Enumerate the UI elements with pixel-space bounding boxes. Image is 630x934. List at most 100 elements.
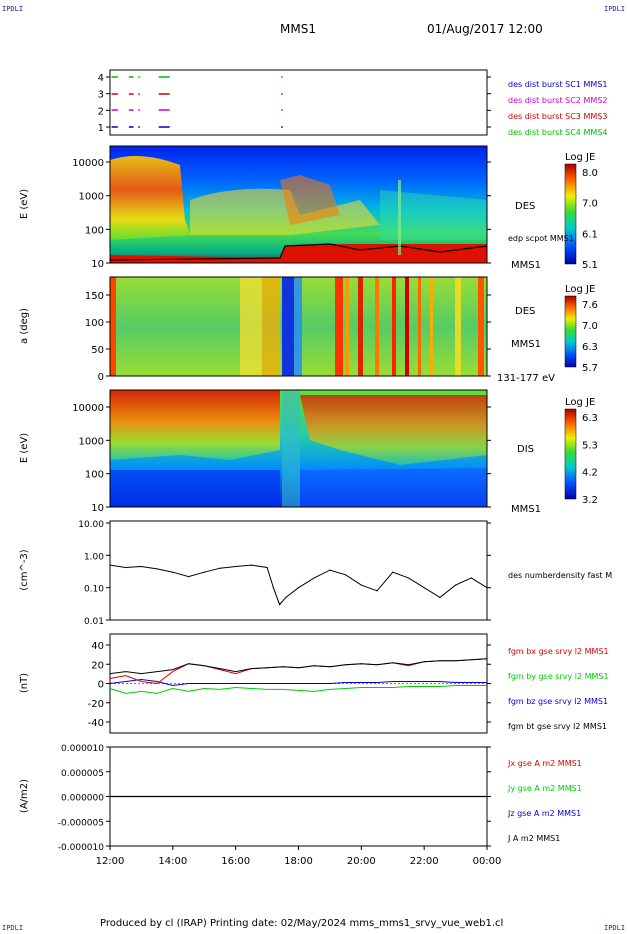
pa-y-tick-label: 50: [91, 345, 104, 356]
burst-legend-entry: des dist burst SC1 MMS1: [508, 80, 607, 89]
density-point: [297, 587, 300, 589]
cur-y-tick-label: 0.000000: [61, 794, 104, 804]
fgm-legend-entry: fgm by gse srvy l2 MMS1: [508, 672, 609, 681]
burst-y-tick-label: 1: [98, 123, 104, 134]
y-axis-label: E (eV): [19, 433, 30, 463]
time-tick-label: 00:00: [473, 856, 502, 867]
density-point: [156, 568, 158, 570]
panel-side-label: edp scpot MMS1: [508, 234, 574, 243]
dis-energy-frame: [109, 389, 488, 508]
fgm-series-line: [109, 685, 487, 694]
density-point: [266, 566, 268, 569]
colorbar-title: Log JE: [565, 284, 595, 295]
colorbar-tick-label: 7.0: [582, 321, 598, 332]
fgm-legend-entry: fgm bt gse srvy l2 MMS1: [508, 722, 607, 731]
y-axis-label: (cm^-3): [19, 549, 30, 590]
y-axis-label: E (eV): [19, 189, 30, 219]
burst-y-tick-label: 2: [98, 106, 104, 117]
fgm-y-tick-label: 40: [91, 641, 104, 652]
time-tick-label: 20:00: [347, 856, 376, 867]
des-pitch-frame: [109, 276, 488, 377]
corner-label-bottom-left: IPDLI: [2, 924, 24, 932]
dis-e-y-tick-label: 1000: [79, 436, 104, 447]
date-time: 01/Aug/2017 12:00: [427, 22, 543, 36]
panel-side-label: MMS1: [511, 260, 541, 271]
des-e-y-tick-label: 10: [91, 259, 104, 270]
density-point: [187, 575, 190, 578]
y-axis-label: (A/m2): [19, 779, 30, 813]
density-point: [219, 567, 221, 569]
time-tick-label: 14:00: [158, 856, 187, 867]
colorbar-tick-label: 5.1: [582, 260, 598, 271]
burst-y-tick-label: 4: [98, 73, 104, 84]
density-point: [376, 590, 378, 592]
panel-side-label: 131-177 eV: [497, 373, 555, 384]
footer-text: Produced by cl (IRAP) Printing date: 02/…: [100, 918, 504, 929]
corner-label-top-left: IPDLI: [2, 5, 24, 13]
fgm-series-line: [109, 658, 488, 675]
cur-y-tick-label: -0.000010: [58, 843, 104, 853]
magnetic-field-panel: 40 20 0 -20 -40 fgm bx gse srvy l2 MMS1 fgm b…: [88, 633, 609, 734]
des-energy-spectrogram: [110, 146, 487, 263]
density-point: [454, 584, 457, 586]
fgm-y-tick-label: -20: [88, 699, 104, 710]
burst-y-tick-label: 3: [98, 90, 104, 101]
colorbar: [564, 163, 577, 265]
panel-side-label: DIS: [517, 444, 534, 455]
current-legend-entry: Jx gse A m2 MMS1: [507, 759, 582, 768]
colorbar-tick-label: 7.6: [582, 300, 598, 311]
cur-y-tick-label: -0.000005: [58, 818, 104, 828]
density-series-line: [109, 564, 488, 606]
colorbar-tick-label: 6.3: [582, 413, 598, 424]
colorbar-title: Log JE: [565, 152, 595, 163]
colorbar-tick-label: 7.0: [582, 199, 598, 210]
des-energy-panel: 10000 1000 100 10: [72, 145, 491, 270]
dis-energy-panel: 10000 1000 100 10: [72, 389, 491, 514]
spacecraft-title: MMS1: [280, 22, 316, 36]
dis-energy-spectrogram: [110, 390, 487, 507]
panel-side-label: DES: [515, 306, 535, 317]
fgm-y-tick-label: 0: [98, 680, 104, 691]
pa-y-tick-label: 100: [85, 318, 104, 329]
fgm-legend-entry: fgm bz gse srvy l2 MMS1: [508, 697, 608, 706]
time-tick-label: 16:00: [221, 856, 250, 867]
time-tick-label: 22:00: [410, 856, 439, 867]
panel-side-label: DES: [515, 201, 535, 212]
colorbar-tick-label: 5.3: [582, 440, 598, 451]
burst-legend-entry: des dist burst SC2 MMS2: [508, 96, 607, 105]
fgm-y-tick-label: -40: [88, 718, 104, 729]
density-point: [470, 577, 472, 579]
density-point: [203, 571, 205, 573]
fgm-y-tick-label: 20: [91, 660, 104, 671]
density-panel: 10.00 1.00 0.10 0.01 des numberdensity fast…: [78, 520, 612, 627]
density-point: [279, 603, 281, 606]
current-density-panel: 0.000010 0.000005 0.000000 -0.000005 -0.0000…: [58, 744, 582, 853]
density-point: [345, 574, 347, 576]
des-e-y-tick-label: 10000: [72, 158, 104, 169]
des-e-y-tick-label: 1000: [79, 192, 104, 203]
dens-y-tick-label: 0.10: [84, 585, 104, 595]
y-axis-label: (nT): [19, 673, 30, 693]
colorbar-tick-label: 6.3: [582, 342, 598, 353]
des-e-y-tick-label: 100: [85, 225, 104, 236]
des-pitch-spectrogram: [110, 277, 487, 376]
density-point: [235, 565, 237, 568]
cur-y-tick-label: 0.000010: [61, 744, 104, 754]
density-point: [172, 571, 174, 573]
colorbar-tick-label: 6.1: [582, 229, 598, 240]
density-point: [109, 564, 111, 566]
fgm-series-line: [109, 658, 488, 685]
colorbar-title: Log JE: [565, 397, 595, 408]
burst-legend-entry: des dist burst SC4 MMS4: [508, 128, 607, 137]
dis-e-y-tick-label: 10: [91, 503, 104, 514]
dens-y-tick-label: 1.00: [84, 552, 104, 562]
current-legend-entry: J A m2 MMS1: [507, 834, 560, 843]
density-point: [125, 566, 127, 569]
density-point: [140, 565, 143, 568]
time-tick-label: 18:00: [284, 856, 313, 867]
dens-y-tick-label: 0.01: [84, 617, 104, 627]
density-point: [423, 587, 425, 589]
density-point: [486, 587, 488, 589]
corner-label-top-right: IPDLI: [604, 5, 626, 13]
density-point: [439, 596, 441, 598]
